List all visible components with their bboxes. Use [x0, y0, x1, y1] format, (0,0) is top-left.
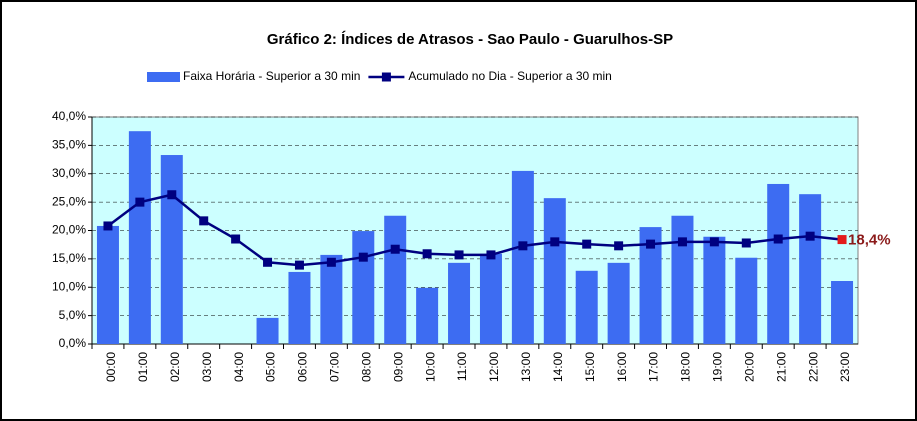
x-tick-label: 16:00	[615, 352, 629, 382]
x-tick-label: 07:00	[328, 352, 342, 382]
marker	[837, 235, 847, 245]
bar	[799, 194, 822, 344]
x-tick-label: 19:00	[711, 352, 725, 382]
x-tick-label: 01:00	[136, 352, 150, 382]
x-tick-label: 22:00	[806, 352, 820, 382]
marker	[294, 260, 304, 270]
x-tick-label: 05:00	[264, 352, 278, 382]
x-tick-label: 17:00	[647, 352, 661, 382]
x-tick-label: 21:00	[774, 352, 788, 382]
marker	[454, 250, 464, 260]
marker	[805, 231, 815, 241]
bar	[256, 317, 279, 344]
bar	[831, 281, 854, 344]
x-tick-label: 12:00	[487, 352, 501, 382]
x-tick-label: 09:00	[391, 352, 405, 382]
bar	[416, 287, 439, 344]
bar	[575, 270, 598, 344]
x-tick-label: 14:00	[551, 352, 565, 382]
chart-title: Gráfico 2: Índices de Atrasos - Sao Paul…	[267, 31, 673, 48]
marker	[390, 244, 400, 254]
y-tick-label: 20,0%	[52, 223, 86, 237]
x-tick-label: 20:00	[742, 352, 756, 382]
bar	[448, 262, 471, 344]
bar	[352, 231, 375, 344]
y-tick-label: 30,0%	[52, 166, 86, 180]
marker	[135, 197, 145, 207]
marker	[167, 190, 177, 200]
bar	[767, 183, 790, 344]
y-tick-label: 15,0%	[52, 251, 86, 265]
y-tick-label: 10,0%	[52, 279, 86, 293]
y-tick-label: 0,0%	[59, 336, 87, 350]
x-tick-label: 02:00	[168, 352, 182, 382]
x-tick-label: 10:00	[423, 352, 437, 382]
legend-label: Faixa Horária - Superior a 30 min	[183, 69, 360, 83]
data-label: 18,4%	[848, 232, 891, 249]
legend-marker	[381, 72, 391, 82]
x-tick-label: 23:00	[838, 352, 852, 382]
legend-swatch	[147, 72, 180, 82]
legend-label: Acumulado no Dia - Superior a 30 min	[408, 69, 611, 83]
marker	[614, 241, 624, 251]
x-tick-label: 13:00	[519, 352, 533, 382]
marker	[358, 252, 368, 262]
marker	[486, 250, 496, 260]
y-tick-label: 35,0%	[52, 138, 86, 152]
line	[107, 193, 843, 267]
x-tick-label: 11:00	[455, 352, 469, 381]
marker	[231, 234, 241, 244]
bar	[128, 131, 151, 344]
bar	[703, 236, 726, 344]
bar	[479, 253, 502, 344]
bar	[735, 257, 758, 344]
x-tick-label: 04:00	[232, 352, 246, 382]
marker	[773, 234, 783, 244]
marker	[518, 241, 528, 251]
marker	[103, 221, 113, 231]
bar	[160, 155, 183, 344]
y-tick-label: 5,0%	[59, 308, 87, 322]
bar	[288, 271, 311, 344]
bar	[320, 254, 343, 344]
bar	[639, 227, 662, 344]
x-tick-label: 08:00	[359, 352, 373, 382]
marker	[326, 257, 336, 267]
x-tick-label: 06:00	[296, 352, 310, 382]
marker	[263, 257, 273, 267]
bar	[511, 170, 534, 344]
x-tick-label: 00:00	[104, 352, 118, 382]
x-tick-label: 18:00	[679, 352, 693, 382]
marker	[741, 238, 751, 248]
marker	[199, 216, 209, 226]
marker	[550, 237, 560, 247]
bar	[671, 215, 694, 344]
bar	[96, 225, 119, 344]
marker	[646, 239, 656, 249]
y-tick-label: 25,0%	[52, 194, 86, 208]
marker	[677, 237, 687, 247]
marker	[709, 237, 719, 247]
marker	[582, 239, 592, 249]
bar	[384, 215, 407, 344]
x-tick-label: 03:00	[200, 352, 214, 382]
x-tick-label: 15:00	[583, 352, 597, 382]
bar	[607, 262, 630, 344]
marker	[422, 249, 432, 259]
y-tick-label: 40,0%	[52, 109, 86, 123]
bar	[543, 198, 566, 344]
